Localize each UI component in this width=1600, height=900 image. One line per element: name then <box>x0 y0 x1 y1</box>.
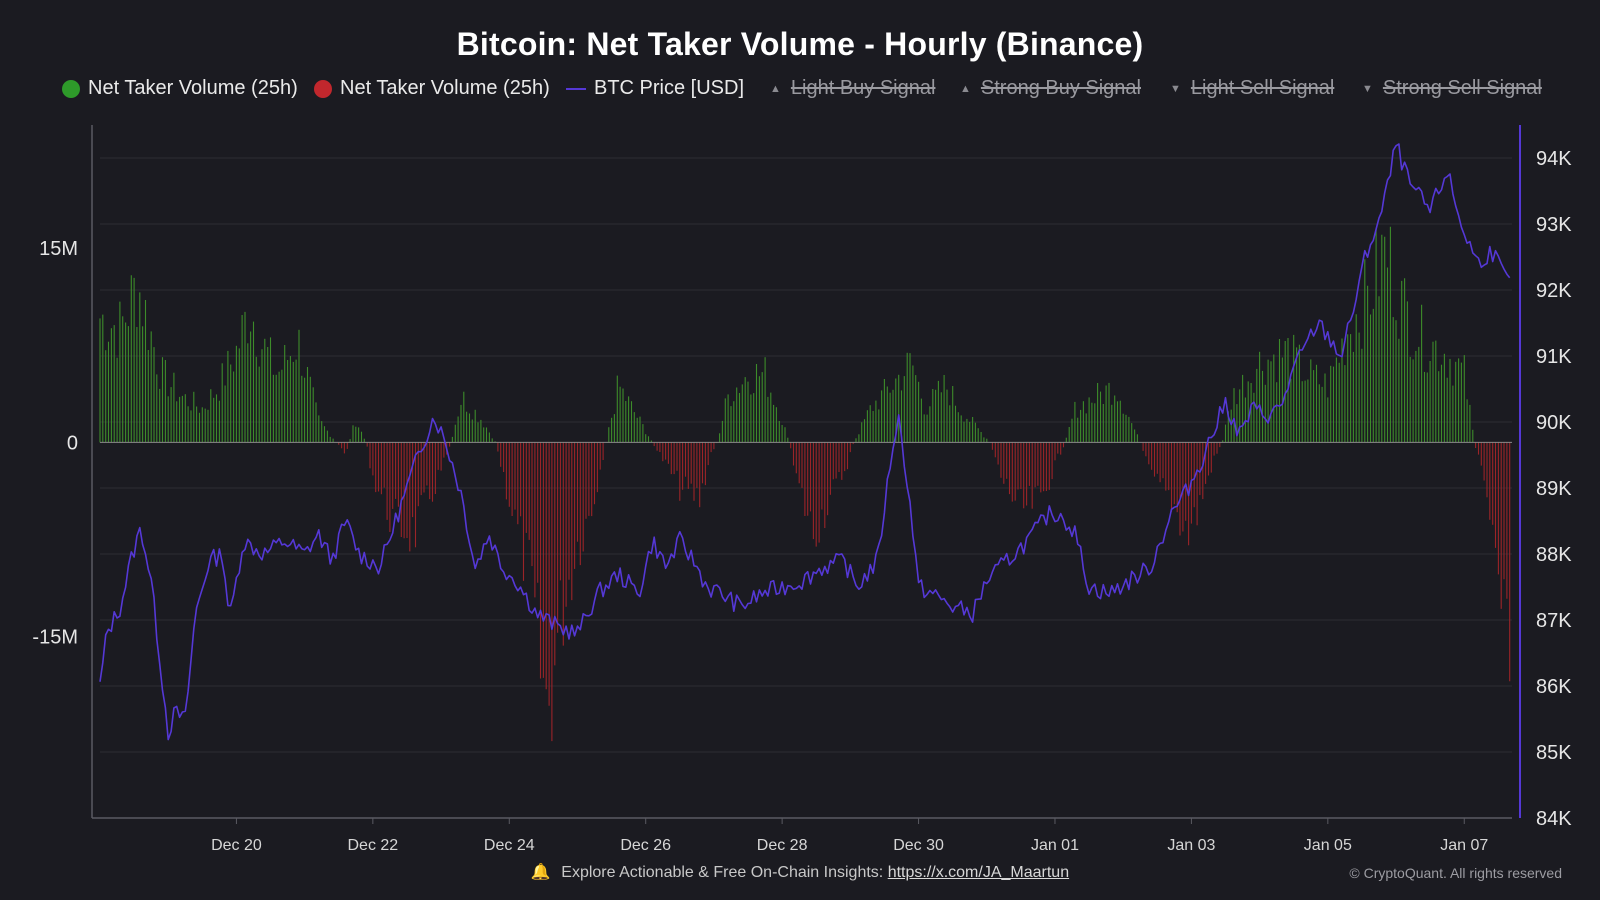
right-tick-label: 91K <box>1536 346 1572 368</box>
right-tick-label: 89K <box>1536 478 1572 500</box>
right-tick-label: 85K <box>1536 742 1572 764</box>
right-tick-label: 84K <box>1536 808 1572 830</box>
copyright: © CryptoQuant. All rights reserved <box>1349 865 1562 881</box>
triangle-up-icon: ▲ <box>960 82 971 95</box>
x-tick-label: Dec 30 <box>893 837 944 854</box>
legend-strong-sell-label: Strong Sell Signal <box>1382 77 1542 99</box>
x-tick-label: Dec 28 <box>757 837 808 854</box>
axes <box>91 125 1521 819</box>
legend-sell-volume[interactable]: Net Taker Volume (25h) <box>314 77 550 100</box>
footer-link[interactable]: https://x.com/JA_Maartun <box>887 864 1070 881</box>
left-tick-label: 15M <box>39 238 78 260</box>
legend-strong-buy-label: Strong Buy Signal <box>980 77 1141 99</box>
right-tick-label: 90K <box>1536 412 1572 434</box>
legend-light-buy-label: Light Buy Signal <box>790 77 936 99</box>
price-series <box>99 143 1511 741</box>
green-dot-icon <box>62 79 80 98</box>
x-tick-label: Dec 22 <box>347 837 398 854</box>
triangle-up-icon: ▲ <box>770 82 781 95</box>
legend-light-sell-label: Light Sell Signal <box>1190 77 1335 99</box>
right-tick-label: 93K <box>1536 214 1572 236</box>
chart-title: Bitcoin: Net Taker Volume - Hourly (Bina… <box>456 26 1144 62</box>
left-tick-label: 0 <box>67 432 78 454</box>
footer: 🔔 Explore Actionable & Free On-Chain Ins… <box>0 862 1600 882</box>
right-tick-label: 88K <box>1536 544 1572 566</box>
legend-buy-label: Net Taker Volume (25h) <box>88 77 298 99</box>
x-tick-label: Jan 01 <box>1031 837 1079 854</box>
bell-icon: 🔔 <box>530 864 551 881</box>
x-tick-label: Jan 05 <box>1304 837 1352 854</box>
x-tick-label: Dec 24 <box>484 837 535 854</box>
legend-sell-label: Net Taker Volume (25h) <box>340 77 550 99</box>
legend-strong-buy[interactable]: ▲ Strong Buy Signal <box>960 77 1141 100</box>
x-tick-label: Jan 03 <box>1167 837 1215 854</box>
tick-labels: 15M 0 -15M 94K 93K 92K 91K 90K 89K 88K 87K 86K 85K 84… <box>32 148 1572 854</box>
btc-price-line <box>99 143 1511 741</box>
right-tick-label: 94K <box>1536 148 1572 170</box>
legend-price-label: BTC Price [USD] <box>594 77 745 99</box>
right-tick-label: 87K <box>1536 610 1572 632</box>
triangle-down-icon: ▼ <box>1362 82 1373 95</box>
legend-light-buy[interactable]: ▲ Light Buy Signal <box>770 77 935 100</box>
x-tick-label: Dec 26 <box>620 837 671 854</box>
x-tick-label: Jan 07 <box>1440 837 1488 854</box>
legend-strong-sell[interactable]: ▼ Strong Sell Signal <box>1362 77 1542 100</box>
footer-text: Explore Actionable & Free On-Chain Insig… <box>561 864 884 881</box>
gridlines <box>100 157 1512 819</box>
red-dot-icon <box>314 79 332 98</box>
legend-buy-volume[interactable]: Net Taker Volume (25h) <box>62 77 298 100</box>
chart-legend: Net Taker Volume (25h) Net Taker Volume … <box>0 77 1600 103</box>
legend-light-sell[interactable]: ▼ Light Sell Signal <box>1170 77 1334 100</box>
line-icon <box>566 87 586 90</box>
left-tick-label: -15M <box>32 627 78 649</box>
volume-bars <box>99 226 1511 742</box>
triangle-down-icon: ▼ <box>1170 82 1181 95</box>
right-tick-label: 92K <box>1536 280 1572 302</box>
x-tick-label: Dec 20 <box>211 837 262 854</box>
legend-price[interactable]: BTC Price [USD] <box>566 77 744 100</box>
right-tick-label: 86K <box>1536 676 1572 698</box>
